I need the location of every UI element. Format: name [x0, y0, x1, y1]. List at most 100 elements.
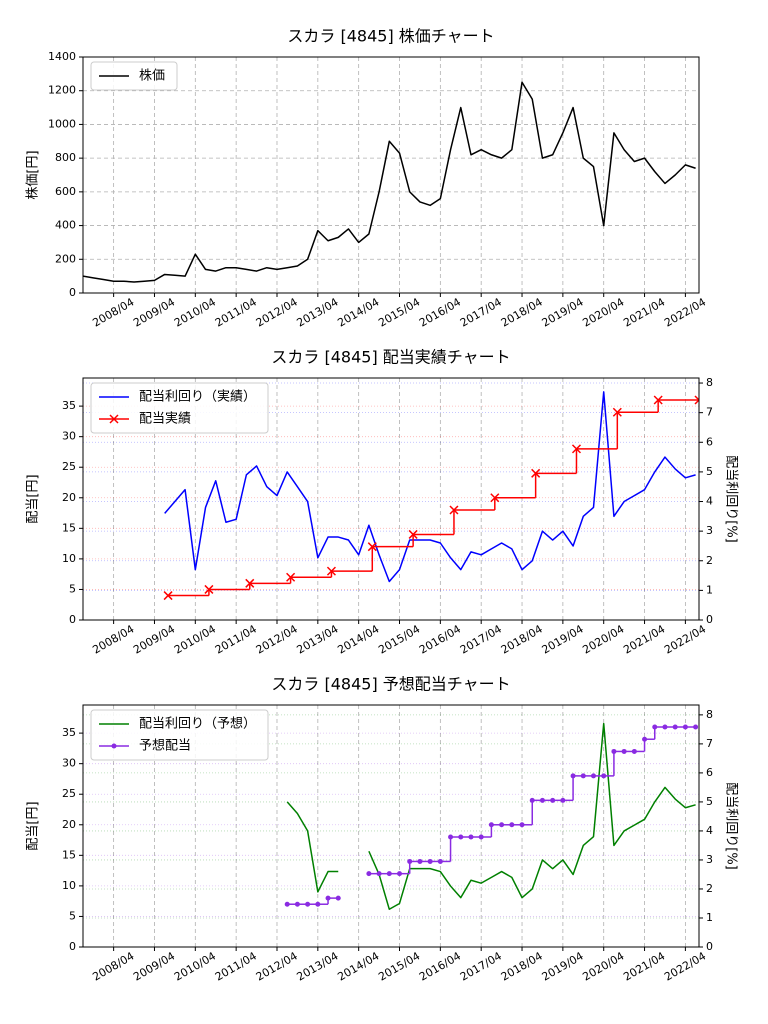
y-tick-label: 25: [62, 787, 76, 800]
marker: [693, 724, 699, 730]
axes-frame: [82, 704, 700, 948]
marker: [366, 871, 372, 877]
plot-area: [163, 391, 699, 601]
y2-tick-label: 0: [706, 613, 713, 626]
y-tick-label: 800: [55, 151, 76, 164]
legend-label: 配当実績: [139, 411, 191, 427]
y2-axis-label: 配当利回り[%]: [724, 782, 739, 870]
marker: [590, 773, 596, 779]
marker: [325, 895, 331, 901]
y-tick-label: 30: [62, 757, 76, 770]
y2-tick-label: 1: [706, 911, 713, 924]
marker: [408, 529, 418, 539]
y-tick-label: 35: [62, 399, 76, 412]
y-tick-label: 15: [62, 848, 76, 861]
y2-tick-label: 5: [706, 465, 713, 478]
y-tick-label: 15: [62, 521, 76, 534]
marker: [245, 578, 255, 588]
y2-tick-label: 6: [706, 435, 713, 448]
y-tick-label: 35: [62, 726, 76, 739]
marker: [305, 901, 311, 907]
y2-tick-label: 7: [706, 737, 713, 750]
y-axis-label: 株価[円]: [26, 150, 41, 199]
y-tick-label: 0: [69, 613, 76, 626]
y-tick-label: 1200: [48, 84, 76, 97]
y-tick-label: 0: [69, 940, 76, 953]
marker: [631, 748, 637, 754]
legend-label: 配当利回り（実績）: [139, 389, 256, 405]
y-tick-label: 20: [62, 818, 76, 831]
y2-tick-label: 3: [706, 524, 713, 537]
marker: [488, 822, 494, 828]
line: [164, 391, 696, 583]
marker: [335, 895, 341, 901]
y-tick-label: 30: [62, 430, 76, 443]
marker: [519, 822, 525, 828]
marker: [601, 773, 607, 779]
marker: [662, 724, 668, 730]
y-tick-label: 25: [62, 460, 76, 473]
y-tick-label: 0: [69, 286, 76, 299]
axes-frame: [82, 56, 700, 294]
marker: [571, 444, 582, 454]
marker: [386, 871, 392, 877]
marker: [468, 834, 474, 840]
y-tick-label: 5: [69, 909, 76, 922]
y-tick-label: 1000: [48, 117, 76, 130]
marker: [509, 822, 515, 828]
legend-box: [90, 61, 178, 91]
y2-tick-label: 6: [706, 766, 713, 779]
marker: [529, 797, 535, 803]
marker: [611, 748, 617, 754]
y2-tick-label: 5: [706, 795, 713, 808]
y-tick-label: 5: [69, 582, 76, 595]
y2-tick-label: 7: [706, 406, 713, 419]
marker: [682, 724, 688, 730]
y2-tick-label: 4: [706, 495, 713, 508]
marker: [642, 736, 648, 742]
marker: [531, 468, 541, 478]
marker: [294, 901, 300, 907]
plot-area: [83, 81, 696, 283]
marker: [694, 395, 699, 405]
marker: [570, 773, 576, 779]
marker: [397, 871, 403, 877]
y-axis-label: 配当[円]: [26, 474, 41, 523]
line: [286, 722, 696, 911]
y-tick-label: 10: [62, 552, 76, 565]
marker: [367, 542, 377, 552]
y2-tick-label: 8: [706, 708, 713, 721]
y-tick-label: 200: [55, 252, 76, 265]
marker: [672, 724, 678, 730]
marker: [499, 822, 505, 828]
y-tick-label: 10: [62, 879, 76, 892]
y2-tick-label: 2: [706, 882, 713, 895]
y2-tick-label: 2: [706, 554, 713, 567]
marker: [448, 834, 454, 840]
marker: [427, 858, 433, 864]
axes-frame: [82, 377, 700, 621]
plot-area: [284, 722, 699, 911]
marker: [437, 858, 443, 864]
marker: [407, 858, 413, 864]
legend-label: 配当利回り（予想）: [139, 716, 256, 732]
marker: [580, 773, 586, 779]
y-tick-label: 600: [55, 185, 76, 198]
marker: [449, 505, 459, 515]
marker: [478, 834, 484, 840]
y-axis-label: 配当[円]: [26, 801, 41, 850]
marker: [560, 797, 566, 803]
marker: [621, 748, 627, 754]
marker: [652, 724, 658, 730]
marker: [612, 407, 622, 417]
legend-box: [90, 382, 269, 434]
line: [83, 81, 696, 283]
chart-title: スカラ [4845] 配当実績チャート: [271, 348, 510, 367]
legend-marker: [109, 414, 119, 424]
y2-tick-label: 1: [706, 583, 713, 596]
y2-tick-label: 4: [706, 824, 713, 837]
legend-box: [90, 709, 269, 761]
y2-tick-label: 3: [706, 853, 713, 866]
marker: [417, 858, 423, 864]
